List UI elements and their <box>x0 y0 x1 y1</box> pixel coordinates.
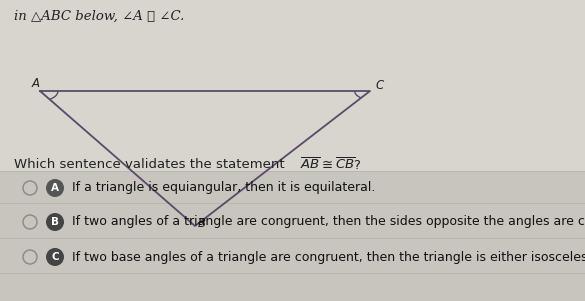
Text: Which sentence validates the statement: Which sentence validates the statement <box>14 159 289 172</box>
Text: B: B <box>51 217 59 227</box>
Bar <box>0 0 585 171</box>
Text: in △ABC below, ∠A ≅ ∠C.: in △ABC below, ∠A ≅ ∠C. <box>14 10 184 23</box>
Text: A: A <box>32 77 40 90</box>
Text: If a triangle is equiangular, then it is equilateral.: If a triangle is equiangular, then it is… <box>72 182 376 194</box>
Text: B: B <box>198 217 206 230</box>
Circle shape <box>46 179 64 197</box>
Text: If two angles of a triangle are congruent, then the sides opposite the angles ar: If two angles of a triangle are congruen… <box>72 216 585 228</box>
Text: C: C <box>375 79 383 92</box>
Circle shape <box>46 213 64 231</box>
Text: $\overline{\mathit{AB}}$$\cong$$\overline{\mathit{CB}}$?: $\overline{\mathit{AB}}$$\cong$$\overlin… <box>300 157 362 173</box>
Circle shape <box>46 248 64 266</box>
Text: C: C <box>51 252 59 262</box>
Text: A: A <box>51 183 59 193</box>
Bar <box>0 171 585 301</box>
Text: If two base angles of a triangle are congruent, then the triangle is either isos: If two base angles of a triangle are con… <box>72 250 585 263</box>
